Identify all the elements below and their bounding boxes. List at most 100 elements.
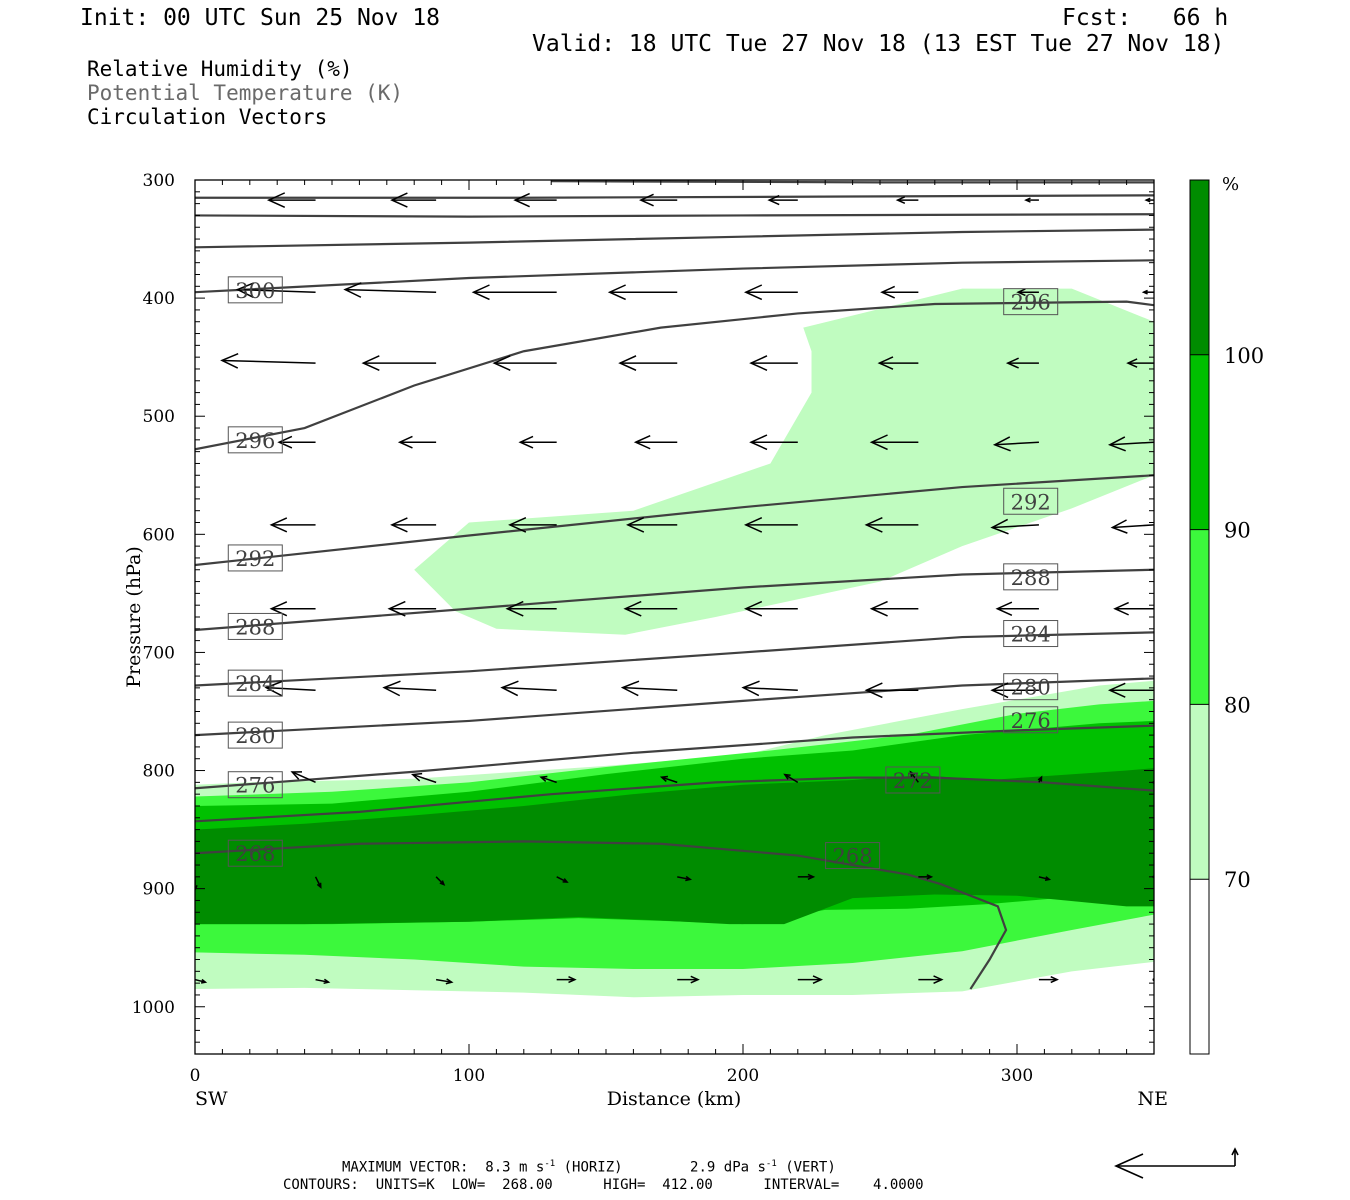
circulation-vector bbox=[869, 600, 919, 617]
circulation-vector bbox=[743, 516, 798, 533]
circulation-vector bbox=[505, 600, 557, 617]
x-axis-label: Distance (km) bbox=[607, 1088, 742, 1110]
colorbar-label: 70 bbox=[1224, 868, 1251, 892]
circulation-vector bbox=[500, 680, 557, 697]
theta-label-272-0: 272 bbox=[885, 766, 941, 794]
theta-label-288-0: 288 bbox=[227, 612, 283, 640]
circulation-vector bbox=[995, 601, 1039, 616]
footer-vert-value: 2.9 dPa s bbox=[690, 1159, 766, 1176]
footer-horiz-value: 8.3 m s bbox=[485, 1159, 545, 1176]
theta-label-276-1: 276 bbox=[1003, 706, 1059, 734]
y-tick-label: 1000 bbox=[132, 998, 175, 1018]
circulation-vector bbox=[749, 434, 798, 451]
circulation-vector bbox=[315, 978, 331, 985]
colorbar-label: 90 bbox=[1224, 519, 1251, 543]
theta-contour-304 bbox=[195, 228, 1154, 249]
colorbar-swatch-80 bbox=[1190, 529, 1209, 705]
circulation-vector bbox=[992, 436, 1039, 452]
init-time: Init: 00 UTC Sun 25 Nov 18 bbox=[80, 5, 441, 31]
circulation-vector bbox=[677, 875, 693, 882]
colorbar-unit: % bbox=[1222, 174, 1239, 195]
circulation-vector bbox=[266, 192, 316, 208]
circulation-vector bbox=[195, 689, 196, 691]
svg-text:300: 300 bbox=[235, 279, 275, 303]
svg-text:284: 284 bbox=[1011, 623, 1051, 647]
circulation-vector bbox=[410, 772, 437, 784]
circulation-vector bbox=[148, 193, 195, 207]
circulation-vector bbox=[397, 435, 437, 449]
circulation-vector bbox=[1038, 976, 1059, 984]
circulation-vector bbox=[556, 976, 577, 984]
rh-fill-100-4 bbox=[195, 768, 1154, 925]
theta-label-288-1: 288 bbox=[1003, 563, 1059, 591]
svg-text:280: 280 bbox=[1011, 676, 1051, 700]
svg-text:284: 284 bbox=[235, 672, 275, 696]
circulation-vector bbox=[639, 193, 678, 207]
circulation-vector bbox=[361, 355, 437, 371]
circulation-vector bbox=[235, 282, 316, 299]
circulation-vector bbox=[990, 518, 1039, 535]
theta-contour-288 bbox=[195, 568, 1154, 632]
legend-rh: Relative Humidity (%) bbox=[87, 57, 353, 81]
rh-fill-70-0 bbox=[414, 288, 1154, 635]
theta-contour-272 bbox=[195, 776, 1154, 823]
svg-text:292: 292 bbox=[1011, 490, 1051, 514]
circulation-vector bbox=[918, 874, 934, 880]
circulation-vector bbox=[864, 682, 919, 699]
theta-label-292-0: 292 bbox=[227, 544, 283, 572]
circulation-vector bbox=[1141, 289, 1154, 295]
circulation-vector bbox=[195, 978, 208, 984]
circulation-vector bbox=[382, 680, 437, 697]
colorbar-label: 80 bbox=[1224, 693, 1251, 717]
x-end-label-right: NE bbox=[1138, 1088, 1169, 1110]
circulation-vector bbox=[492, 355, 557, 371]
circulation-vector bbox=[390, 192, 437, 208]
circulation-vector bbox=[749, 355, 798, 371]
circulation-vector bbox=[633, 434, 678, 450]
theta-label-292-1: 292 bbox=[1003, 487, 1059, 515]
theta-contour-300 bbox=[195, 259, 1154, 294]
circulation-vector bbox=[471, 284, 557, 301]
circulation-vector bbox=[743, 284, 798, 301]
circulation-vector bbox=[269, 517, 316, 533]
circulation-vector bbox=[895, 196, 919, 205]
circulation-vector bbox=[1107, 436, 1154, 452]
circulation-vector bbox=[435, 978, 454, 985]
svg-text:268: 268 bbox=[833, 845, 873, 869]
theta-label-268-0: 268 bbox=[227, 839, 283, 867]
theta-label-280-1: 280 bbox=[1003, 673, 1059, 701]
circulation-vector bbox=[918, 975, 944, 984]
circulation-vector bbox=[508, 516, 557, 533]
y-tick-label: 300 bbox=[143, 171, 175, 191]
theta-label-284-1: 284 bbox=[1003, 620, 1059, 648]
circulation-vector bbox=[343, 282, 437, 298]
svg-text:296: 296 bbox=[235, 429, 275, 453]
circulation-vector bbox=[864, 516, 919, 533]
reference-vector-icon bbox=[1114, 1147, 1239, 1179]
circulation-vector bbox=[518, 435, 557, 449]
theta-contour-280 bbox=[195, 677, 1154, 737]
svg-text:276: 276 bbox=[235, 774, 275, 798]
circulation-vector bbox=[195, 362, 196, 364]
theta-label-280-0: 280 bbox=[227, 721, 283, 749]
circulation-vector bbox=[767, 194, 798, 206]
theta-contour-312 bbox=[195, 194, 1154, 199]
circulation-vector bbox=[1005, 357, 1039, 369]
x-tick-label: 200 bbox=[727, 1066, 759, 1086]
circulation-vector bbox=[220, 353, 316, 369]
circulation-vector bbox=[539, 775, 557, 784]
circulation-vector bbox=[1144, 197, 1154, 203]
y-tick-label: 700 bbox=[143, 643, 175, 663]
footer-max-vector: MAXIMUM VECTOR: 8.3 m s-1 (HORIZ) 2.9 dP… bbox=[342, 1159, 836, 1176]
circulation-vector bbox=[290, 771, 316, 784]
svg-text:268: 268 bbox=[235, 842, 275, 866]
theta-contour-268 bbox=[195, 840, 1008, 990]
circulation-vector bbox=[797, 873, 816, 880]
y-tick-label: 800 bbox=[143, 762, 175, 782]
y-tick-label: 400 bbox=[143, 289, 175, 309]
circulation-vector bbox=[1038, 876, 1052, 881]
svg-text:276: 276 bbox=[1011, 709, 1051, 733]
circulation-vector bbox=[556, 876, 569, 883]
circulation-vector bbox=[1126, 358, 1154, 368]
